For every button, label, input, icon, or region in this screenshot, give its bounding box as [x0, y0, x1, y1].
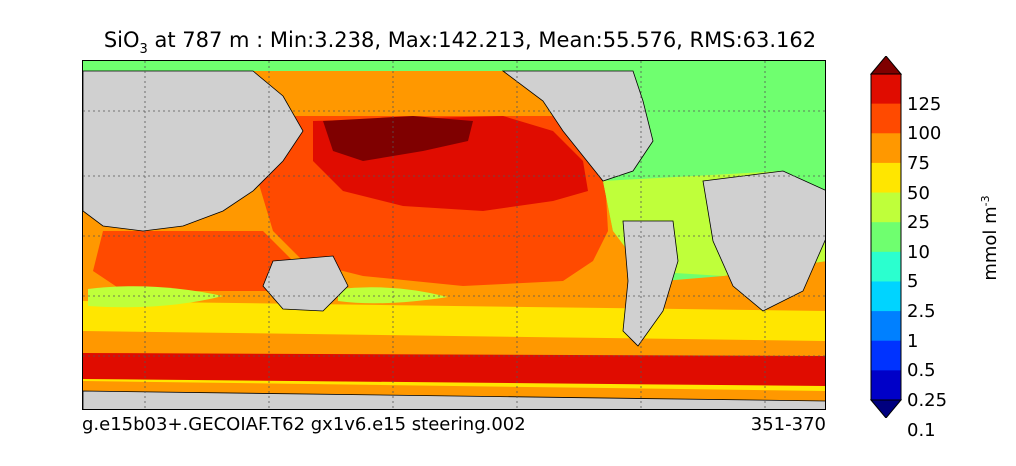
colorbar-bin: [871, 133, 901, 164]
units-base: mmol m: [980, 206, 1001, 281]
colorbar-bin: [871, 311, 901, 342]
colorbar-tick-label: 5: [907, 271, 919, 293]
north-pacific-125: [323, 116, 473, 161]
colorbar-tick-label: 75: [907, 152, 930, 174]
case-name-label: g.e15b03+.GECOIAF.T62 gx1v6.e15 steering…: [82, 414, 526, 435]
colorbar: [869, 56, 903, 418]
colorbar-bin: [871, 370, 901, 401]
colorbar-tick-label: 25: [907, 212, 930, 234]
map-canvas: [83, 61, 825, 409]
africa: [702, 170, 825, 312]
colorbar-tick-label: 0.1: [907, 419, 936, 441]
australia: [262, 255, 349, 312]
colorbar-extend-min: [869, 399, 903, 418]
south-america: [622, 220, 679, 347]
colorbar-bin: [871, 162, 901, 194]
ocean-map: [82, 60, 826, 410]
antarctica: [83, 390, 825, 409]
colorbar-bin: [871, 74, 901, 105]
antarctic-shelf-100: [83, 353, 825, 386]
colorbar-tick-label: 2.5: [907, 301, 936, 323]
colorbar-bin: [871, 192, 901, 223]
units-exponent: -3: [979, 195, 992, 207]
colorbar-tick-label: 0.25: [907, 390, 948, 411]
colorbar-tick-label: 10: [907, 241, 930, 263]
title-subscript: 3: [139, 42, 148, 57]
colorbar-tick-label: 1: [907, 330, 919, 352]
colorbar-bin: [871, 340, 901, 371]
colorbar-bin: [871, 103, 901, 134]
colorbar-tick-label: 125: [907, 93, 942, 115]
indian-ocean-75: [93, 231, 323, 291]
map-grid: [83, 61, 825, 409]
plot-title: SiO3 at 787 m : Min:3.238, Max:142.213, …: [0, 28, 920, 57]
arctic-strip: [83, 61, 825, 71]
pacific-10-patch: [338, 287, 448, 304]
colorbar-extend-max: [869, 56, 903, 75]
colorbar-bin: [871, 251, 901, 282]
colorbar-tick-label: 100: [907, 123, 942, 145]
title-stats: at 787 m : Min:3.238, Max:142.213, Mean:…: [147, 28, 817, 52]
colorbar-tick-label: 50: [907, 182, 930, 204]
colorbar-units-label: mmol m-3: [979, 195, 1001, 280]
years-label: 351-370: [750, 414, 826, 435]
colorbar-bin: [871, 222, 901, 253]
indian-10-patch: [88, 286, 223, 308]
colorbar-bin: [871, 281, 901, 312]
colorbar-tick-label: 0.5: [907, 360, 936, 382]
title-variable: SiO: [103, 28, 140, 52]
